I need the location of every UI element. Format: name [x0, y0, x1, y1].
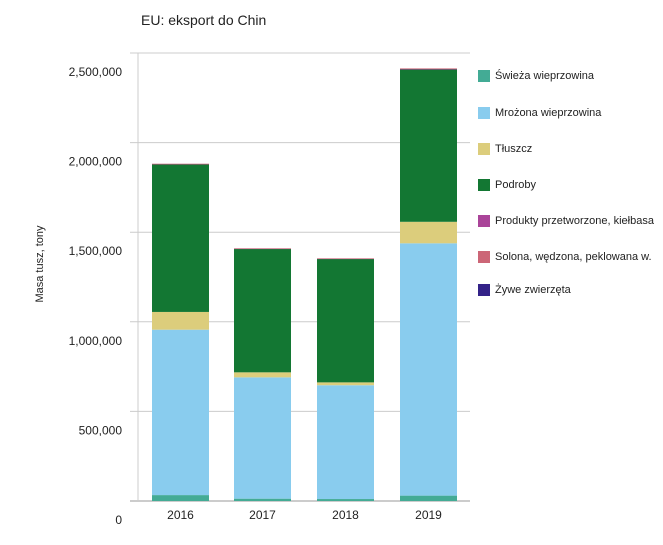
- bar-segment: [400, 495, 457, 501]
- legend-item: Świeża wieprzowina: [478, 68, 594, 84]
- x-tick-label: 2017: [249, 508, 276, 522]
- legend-item: Tłuszcz: [478, 141, 532, 157]
- legend-swatch: [478, 215, 490, 227]
- y-tick-label: 500,000: [79, 423, 123, 437]
- y-tick-label: 2,000,000: [69, 155, 123, 169]
- y-tick-label: 0: [115, 513, 122, 527]
- y-tick-label: 1,000,000: [69, 334, 123, 348]
- bar-segment: [152, 163, 209, 165]
- y-tick-label: 2,500,000: [69, 65, 123, 79]
- chart-title: EU: eksport do Chin: [141, 12, 267, 28]
- legend-label: Podroby: [495, 179, 536, 191]
- bar-segment: [234, 377, 291, 499]
- bar-segment: [152, 311, 209, 330]
- bar-segment: [317, 382, 374, 386]
- x-tick-label: 2018: [332, 508, 359, 522]
- bar-segment: [152, 164, 209, 312]
- legend-item: Mrożona wieprzowina: [478, 105, 601, 121]
- x-tick-label: 2019: [415, 508, 442, 522]
- legend-label: Żywe zwierzęta: [495, 284, 571, 296]
- bar-segment: [400, 69, 457, 222]
- legend-swatch: [478, 179, 490, 191]
- legend-item: Produkty przetworzone, kiełbasa: [478, 213, 654, 229]
- y-tick-label: 1,500,000: [69, 244, 123, 258]
- legend-swatch: [478, 107, 490, 119]
- bar-segment: [317, 499, 374, 501]
- legend-swatch: [478, 284, 490, 296]
- legend-label: Produkty przetworzone, kiełbasa: [495, 215, 654, 227]
- bar-segment: [152, 329, 209, 496]
- bar-segment: [400, 221, 457, 244]
- legend-label: Mrożona wieprzowina: [495, 107, 602, 119]
- bar-segment: [234, 372, 291, 378]
- legend-swatch: [478, 251, 490, 263]
- bar-segment: [400, 68, 457, 70]
- legend-label: Świeża wieprzowina: [495, 70, 595, 82]
- legend-label: Solona, wędzona, peklowana w.: [495, 251, 652, 263]
- bar-segment: [234, 248, 291, 373]
- bar-segment: [234, 498, 291, 501]
- bar-segment: [317, 258, 374, 383]
- bar-segment: [317, 258, 374, 259]
- legend-label: Tłuszcz: [495, 143, 533, 155]
- bar-segment: [152, 495, 209, 501]
- bar-segment: [317, 385, 374, 500]
- legend-swatch: [478, 70, 490, 82]
- x-tick-label: 2016: [167, 508, 194, 522]
- legend-swatch: [478, 143, 490, 155]
- legend-item: Podroby: [478, 177, 536, 193]
- legend-item: Solona, wędzona, peklowana w.: [478, 249, 652, 265]
- legend-item: Żywe zwierzęta: [478, 282, 571, 298]
- bar-segment: [234, 248, 291, 249]
- bar-segment: [400, 68, 457, 70]
- bar-segment: [400, 243, 457, 496]
